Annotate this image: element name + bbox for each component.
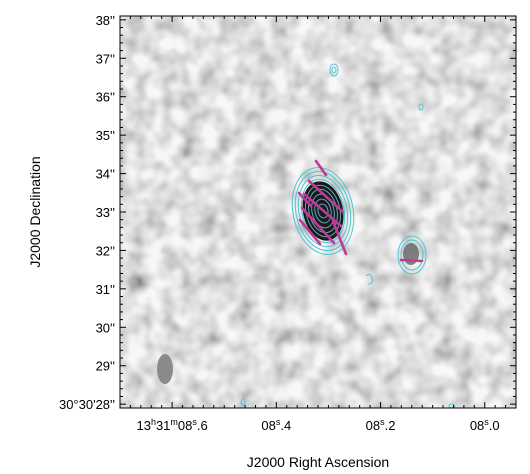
y-tick-label: 38'' (96, 13, 115, 28)
y-tick-label: 36'' (96, 90, 115, 105)
y-tick-label: 30'' (96, 320, 115, 335)
x-tick-label: 13h31m08s.6 (136, 417, 207, 433)
y-tick-label: 37'' (96, 51, 115, 66)
y-tick-label: 30°30'28'' (59, 397, 115, 412)
beam-ellipse (157, 354, 173, 384)
y-tick-label: 32'' (96, 243, 115, 258)
source-overlays (157, 63, 456, 408)
y-tick-label: 29'' (96, 359, 115, 374)
secondary-source-contours (397, 235, 427, 275)
x-tick-label: 08s.0 (470, 417, 500, 433)
noise-contours (240, 63, 456, 408)
axis-tick-labels: 38'' 37'' 36'' 35'' 34'' 33'' 32'' 31'' 30'' 29''… (59, 13, 500, 433)
axis-ticks (120, 16, 516, 408)
y-tick-label: 33'' (96, 205, 115, 220)
y-tick-label: 35'' (96, 128, 115, 143)
x-tick-label: 08s.2 (366, 417, 396, 433)
x-tick-label: 08s.4 (261, 417, 291, 433)
x-axis-title: J2000 Right Ascension (247, 454, 389, 470)
main-source-polarization-vectors (297, 159, 348, 256)
y-tick-label: 34'' (96, 167, 115, 182)
y-axis-title: J2000 Declination (27, 156, 43, 267)
y-tick-label: 31'' (96, 282, 115, 297)
main-source-contours (291, 167, 355, 255)
secondary-source-polarization-vector (399, 258, 424, 263)
